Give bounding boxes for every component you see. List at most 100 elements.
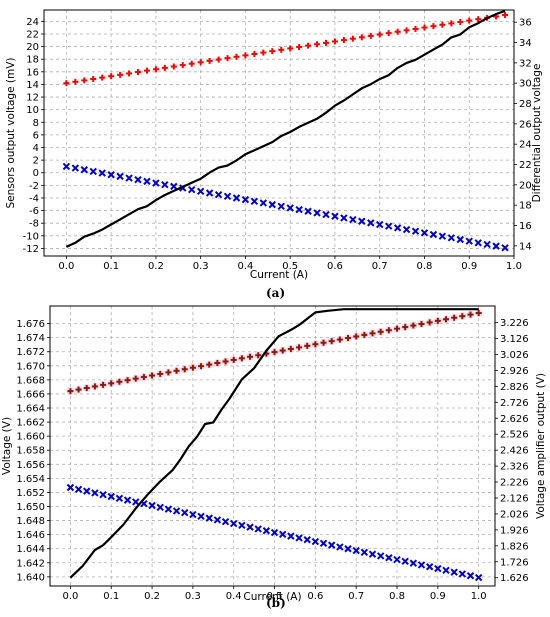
plus-marker bbox=[336, 336, 343, 343]
x-marker-b bbox=[385, 554, 393, 562]
x-marker bbox=[74, 485, 83, 494]
x-axis-label: Current (A) bbox=[243, 591, 301, 603]
x-tick-label: 0.7 bbox=[348, 591, 364, 602]
x-marker-b bbox=[411, 227, 420, 235]
x-tick-label: 0.5 bbox=[282, 261, 298, 272]
x-marker-b bbox=[66, 483, 75, 492]
x-marker-b bbox=[311, 537, 320, 546]
y-tick-label: -10 bbox=[23, 231, 39, 242]
x-marker-b bbox=[148, 501, 156, 510]
y-tick-label: 8 bbox=[33, 118, 39, 129]
x-marker-b bbox=[303, 536, 311, 544]
plus-marker bbox=[403, 27, 410, 34]
x-marker-b bbox=[132, 498, 140, 506]
x-marker-b bbox=[438, 232, 447, 240]
x-marker-b bbox=[123, 496, 132, 504]
y-tick-label: 1.646 bbox=[16, 530, 45, 541]
y2-tick-label: 26 bbox=[519, 119, 532, 130]
y2-tick-label: 22 bbox=[519, 160, 532, 171]
x-marker-b bbox=[223, 192, 232, 201]
x-marker-b bbox=[62, 162, 71, 171]
x-tick-label: 0.9 bbox=[430, 591, 446, 602]
y-tick-label: 12 bbox=[26, 93, 39, 104]
x-tick-label: 0.3 bbox=[193, 261, 209, 272]
y-tick-label: 1.658 bbox=[16, 446, 45, 457]
x-marker-b bbox=[140, 500, 148, 508]
plus-marker bbox=[287, 345, 294, 352]
x-marker-b bbox=[230, 519, 238, 528]
x-tick-label: 1.0 bbox=[506, 261, 522, 272]
y-tick-label: 1.668 bbox=[16, 375, 45, 386]
y2-tick-label: 1.826 bbox=[500, 541, 529, 552]
x-marker bbox=[188, 185, 196, 194]
plus-marker bbox=[83, 385, 90, 392]
plus-marker bbox=[161, 64, 168, 71]
x-marker-b bbox=[393, 555, 401, 564]
x-marker-b bbox=[401, 557, 409, 566]
x-marker bbox=[303, 536, 311, 544]
x-marker bbox=[385, 554, 393, 562]
x-marker-b bbox=[196, 187, 205, 196]
plus-marker bbox=[116, 378, 123, 385]
y2-tick-label: 2.526 bbox=[500, 430, 529, 441]
y2-tick-label: 3.026 bbox=[500, 350, 529, 361]
x-tick-label: 0.4 bbox=[237, 261, 253, 272]
x-marker bbox=[483, 240, 491, 249]
x-marker-b bbox=[447, 234, 456, 242]
x-marker-b bbox=[80, 166, 88, 174]
x-marker-b bbox=[295, 534, 303, 542]
y-tick-label: 2 bbox=[33, 156, 39, 167]
x-marker-b bbox=[434, 564, 442, 573]
plus-marker bbox=[279, 347, 286, 354]
x-marker bbox=[172, 507, 181, 515]
x-marker bbox=[358, 217, 366, 225]
plus-marker bbox=[457, 18, 464, 25]
x-tick-label: 0.1 bbox=[103, 261, 119, 272]
x-marker bbox=[152, 179, 160, 187]
x-marker-b bbox=[420, 229, 429, 237]
plus-marker bbox=[165, 369, 172, 376]
plot-frame bbox=[49, 305, 496, 587]
x-tick-label: 0.6 bbox=[327, 261, 343, 272]
plus-marker bbox=[443, 316, 450, 323]
x-marker-b bbox=[74, 485, 83, 494]
y2-tick-label: 1.626 bbox=[500, 573, 529, 584]
x-marker bbox=[268, 200, 276, 209]
plus-marker bbox=[230, 356, 237, 363]
x-marker-b bbox=[99, 491, 107, 499]
x-marker bbox=[66, 483, 75, 492]
x-marker bbox=[465, 237, 473, 245]
x-marker bbox=[241, 195, 250, 204]
plus-marker bbox=[451, 314, 458, 321]
plus-marker bbox=[206, 361, 213, 368]
plus-marker bbox=[90, 75, 97, 82]
x-marker bbox=[170, 182, 178, 191]
x-marker-b bbox=[458, 570, 467, 578]
plus-marker bbox=[394, 28, 401, 35]
y-tick-label: 1.662 bbox=[16, 418, 45, 429]
x-marker bbox=[434, 564, 442, 573]
x-marker-b bbox=[313, 209, 321, 217]
y2-tick-label: 34 bbox=[519, 38, 532, 49]
y2-tick-label: 18 bbox=[519, 201, 532, 212]
x-marker bbox=[367, 219, 375, 227]
plus-marker bbox=[421, 24, 428, 31]
plus-marker bbox=[467, 311, 474, 318]
x-marker bbox=[322, 210, 330, 219]
x-marker bbox=[80, 166, 88, 174]
x-marker-b bbox=[319, 539, 328, 548]
y-tick-label: 1.672 bbox=[16, 347, 45, 358]
plot-frame bbox=[43, 9, 515, 257]
x-marker-b bbox=[98, 169, 106, 177]
x-marker-b bbox=[241, 195, 250, 204]
plus-marker bbox=[67, 388, 74, 395]
y-tick-label: 1.640 bbox=[16, 572, 45, 583]
plus-marker bbox=[475, 16, 482, 23]
plus-marker bbox=[361, 331, 368, 338]
x-tick-label: 0.0 bbox=[58, 261, 74, 272]
x-tick-label: 0.7 bbox=[372, 261, 388, 272]
plus-marker bbox=[430, 23, 437, 30]
x-marker bbox=[277, 202, 285, 210]
x-marker bbox=[134, 176, 142, 184]
y-tick-label: 1.652 bbox=[16, 488, 45, 499]
